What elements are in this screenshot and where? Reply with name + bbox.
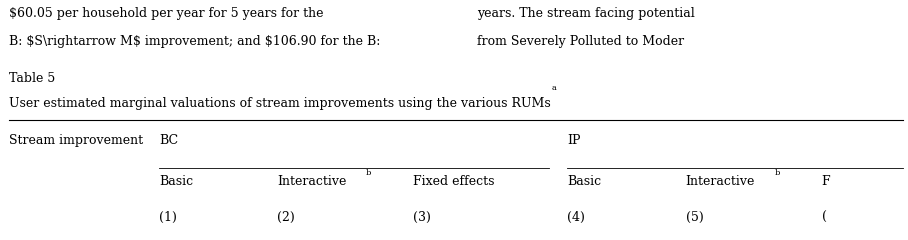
Text: (: ( xyxy=(822,211,827,224)
Text: Interactive: Interactive xyxy=(686,175,755,188)
Text: (5): (5) xyxy=(686,211,704,224)
Text: a: a xyxy=(552,84,557,92)
Text: b: b xyxy=(775,169,780,177)
Text: Fixed effects: Fixed effects xyxy=(413,175,495,188)
Text: Basic: Basic xyxy=(159,175,193,188)
Text: b: b xyxy=(366,169,371,177)
Text: (1): (1) xyxy=(159,211,177,224)
Text: from Severely Polluted to Moder: from Severely Polluted to Moder xyxy=(477,35,684,48)
Text: Table 5: Table 5 xyxy=(9,72,55,85)
Text: (4): (4) xyxy=(568,211,586,224)
Text: BC: BC xyxy=(159,134,178,147)
Text: Stream improvement: Stream improvement xyxy=(9,134,143,147)
Text: User estimated marginal valuations of stream improvements using the various RUMs: User estimated marginal valuations of st… xyxy=(9,97,551,110)
Text: years. The stream facing potential: years. The stream facing potential xyxy=(477,7,695,20)
Text: IP: IP xyxy=(568,134,581,147)
Text: (3): (3) xyxy=(413,211,431,224)
Text: B: $S\rightarrow M$ improvement; and $106.90 for the B:: B: $S\rightarrow M$ improvement; and $10… xyxy=(9,35,380,48)
Text: $60.05 per household per year for 5 years for the: $60.05 per household per year for 5 year… xyxy=(9,7,323,20)
Text: (2): (2) xyxy=(277,211,295,224)
Text: Interactive: Interactive xyxy=(277,175,346,188)
Text: F: F xyxy=(822,175,830,188)
Text: Basic: Basic xyxy=(568,175,602,188)
